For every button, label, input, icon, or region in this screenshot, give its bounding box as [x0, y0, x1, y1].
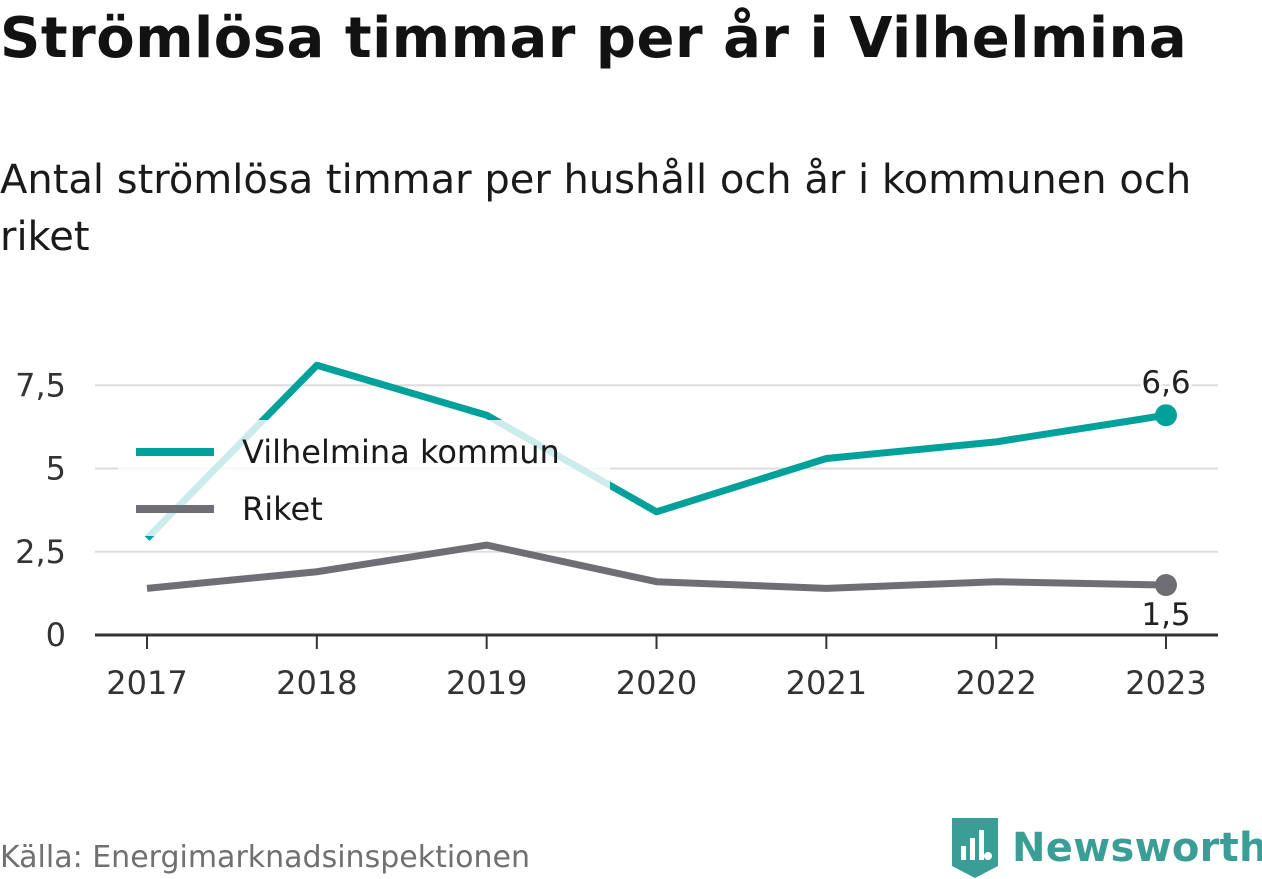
series-line-vilhelmina: [144, 361, 1167, 541]
series-end-label: 1,5: [1141, 597, 1190, 633]
newsworthy-logo-icon: [952, 818, 998, 878]
x-tick-label: 2020: [616, 664, 697, 702]
chart-subtitle: Antal strömlösa timmar per hushåll och å…: [0, 157, 1192, 260]
brand-logo-block: Newsworthy: [950, 818, 1262, 878]
legend-background: [118, 420, 610, 536]
series-end-point: [1155, 574, 1177, 597]
y-tick-label: 5: [46, 450, 66, 488]
source-note: Källa: Energimarknadsinspektionen: [0, 840, 531, 875]
x-tick-label: 2019: [446, 664, 527, 702]
x-tick-label: 2017: [106, 664, 187, 702]
x-axis-ticks: 2017 2018 2019 2020 2021 2022 2023: [106, 635, 1207, 702]
y-tick-label: 0: [46, 616, 66, 654]
series-end-markers: 6,6 1,5: [1138, 362, 1193, 636]
y-axis-ticks: 0 2,5 5 7,5: [15, 366, 66, 654]
series-end-point: [1155, 404, 1177, 427]
x-tick-label: 2022: [955, 664, 1036, 702]
x-tick-label: 2018: [276, 664, 357, 702]
legend-label: Riket: [242, 490, 323, 528]
series-line-riket: [146, 541, 1167, 592]
legend-label: Vilhelmina kommun: [242, 433, 560, 471]
brand-name: Newsworthy: [1012, 825, 1262, 871]
y-tick-label: 7,5: [15, 366, 66, 404]
legend: Vilhelmina kommun Riket: [118, 420, 610, 536]
y-tick-label: 2,5: [15, 533, 66, 571]
series-end-label: 6,6: [1141, 365, 1190, 401]
chart-title: Strömlösa timmar per år i Vilhelmina: [0, 6, 1188, 71]
series-lines: [144, 361, 1167, 592]
x-tick-label: 2021: [786, 664, 867, 702]
x-tick-label: 2023: [1125, 664, 1206, 702]
